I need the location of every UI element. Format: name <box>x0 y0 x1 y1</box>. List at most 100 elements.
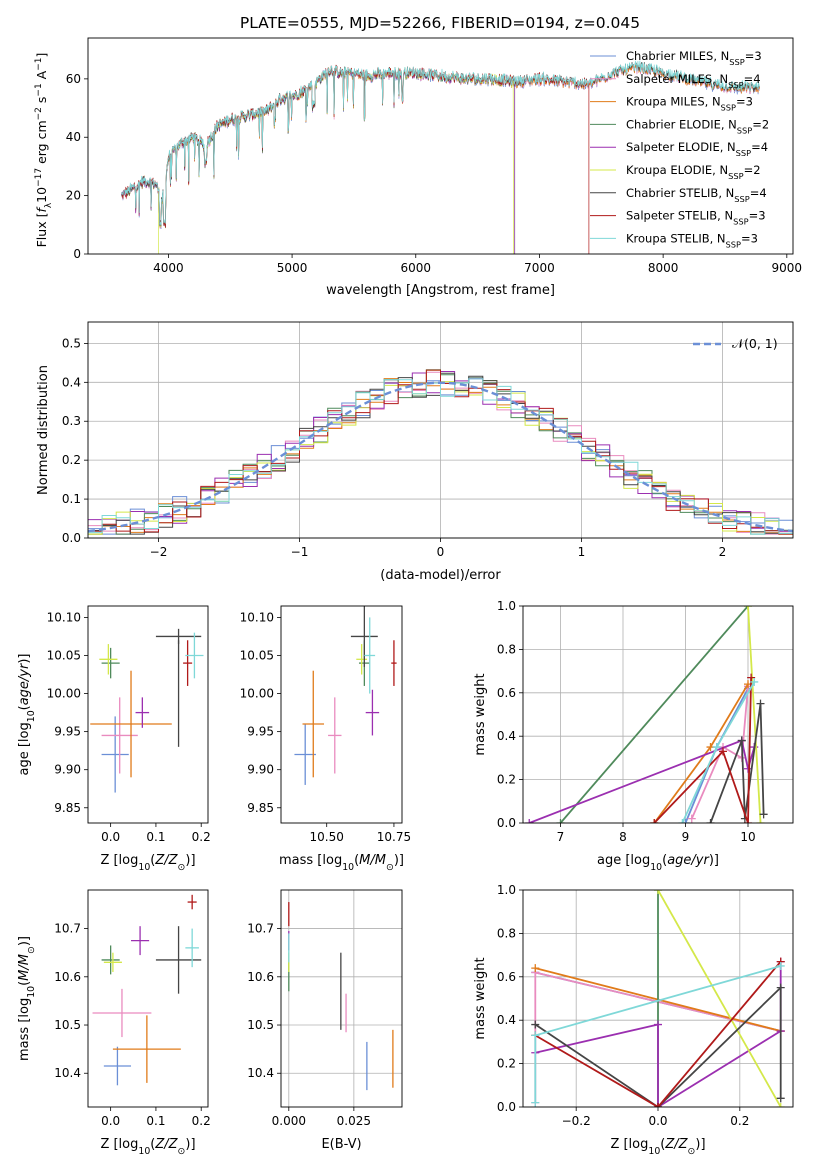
y-tick-label: 0.2 <box>497 1057 516 1071</box>
y-tick-label: 10.5 <box>247 1018 274 1032</box>
x-axis-label: Z [log10(Z/Z⊙)] <box>610 1137 705 1157</box>
x-tick-label: 0.0 <box>648 1114 667 1128</box>
x-tick-label: 4000 <box>153 261 184 275</box>
y-tick-label: 10.10 <box>240 610 274 624</box>
mass-vs-Z-panel: 0.0 0.1 0.2 10.4 10.5 10.6 10.7 Z [log10(Z/Z⊙)]… <box>17 889 211 1157</box>
x-axis-label: wavelength [Angstrom, rest frame] <box>326 283 555 298</box>
legend-entry: 𝒩(0, 1) <box>732 336 778 351</box>
axes-frame <box>280 605 403 824</box>
y-tick-label: 10.7 <box>247 922 274 936</box>
y-tick-label: 9.85 <box>247 801 274 815</box>
y-tick-label: 0.0 <box>62 531 81 545</box>
y-tick-label: 9.95 <box>54 725 81 739</box>
data-marker <box>744 764 752 773</box>
y-tick-label: 0.4 <box>62 375 81 389</box>
y-tick-label: 9.90 <box>247 763 274 777</box>
y-tick-label: 10.05 <box>240 648 274 662</box>
data-marker <box>531 1031 540 1040</box>
y-tick-label: 10.4 <box>247 1066 274 1080</box>
y-axis-label: Normed distribution <box>36 365 51 495</box>
mass-vs-ebv-panel: 0.000 0.025 10.4 10.5 10.6 10.7 E(B-V) <box>247 889 403 1152</box>
y-tick-label: 0.8 <box>497 642 516 656</box>
y-tick-label: 10.00 <box>240 687 274 701</box>
y-tick-label: 10.05 <box>47 648 81 662</box>
data-marker <box>531 1098 540 1107</box>
x-tick-label: 0.0 <box>101 830 120 844</box>
x-tick-label: 7 <box>557 830 565 844</box>
series-line <box>534 961 782 1107</box>
data-marker <box>650 819 659 823</box>
spectrum-line <box>121 65 516 254</box>
x-tick-label: −0.2 <box>562 1114 591 1128</box>
y-tick-label: 1.0 <box>497 883 516 897</box>
data-marker <box>737 736 746 745</box>
y-tick-label: 0 <box>73 247 81 261</box>
x-tick-label: 8000 <box>648 261 679 275</box>
legend-entry: Kroupa MILES, NSSP=3 <box>626 95 753 113</box>
y-tick-label: 0.8 <box>497 926 516 940</box>
data-marker <box>776 961 785 970</box>
x-axis-label: (data-model)/error <box>380 568 501 583</box>
y-tick-label: 10.00 <box>47 687 81 701</box>
legend-entry: Kroupa ELODIE, NSSP=2 <box>626 163 761 181</box>
y-tick-label: 10.10 <box>47 610 81 624</box>
series-line <box>653 677 752 823</box>
y-tick-label: 0.3 <box>62 414 81 428</box>
y-axis-label: Flux [fλ10−17 erg cm−2 s−1 A−1] <box>34 53 54 248</box>
legend-entry: Chabrier ELODIE, NSSP=2 <box>626 117 769 135</box>
data-marker <box>750 677 759 686</box>
x-tick-label: 0.000 <box>272 1114 306 1128</box>
spectrum-line <box>121 60 760 226</box>
legend-entry: Salpeter STELIB, NSSP=3 <box>626 209 766 227</box>
y-tick-label: 0.6 <box>497 686 516 700</box>
axes-frame <box>87 321 794 539</box>
data-marker <box>654 1020 662 1029</box>
legend-entry: Salpeter MILES, NSSP=4 <box>626 72 761 90</box>
data-marker <box>759 810 768 819</box>
x-tick-label: 0.2 <box>192 830 211 844</box>
legend-entry: Chabrier STELIB, NSSP=4 <box>626 186 767 204</box>
data-marker <box>712 743 721 752</box>
data-marker <box>719 747 727 756</box>
y-tick-label: 9.95 <box>247 725 274 739</box>
x-tick-label: 6000 <box>400 261 431 275</box>
series-line <box>528 739 756 823</box>
data-marker <box>678 819 687 823</box>
series-line <box>559 606 749 823</box>
y-tick-label: 10.7 <box>54 922 81 936</box>
y-tick-label: 0.6 <box>497 970 516 984</box>
series-line <box>657 890 782 1107</box>
data-marker <box>756 819 765 823</box>
data-marker <box>531 964 540 973</box>
data-marker <box>654 1103 662 1107</box>
y-tick-label: 40 <box>66 130 81 144</box>
x-tick-label: −1 <box>291 545 309 559</box>
spectrum-line <box>121 64 590 254</box>
x-tick-label: 0.1 <box>146 1114 165 1128</box>
y-tick-label: 10.6 <box>54 970 81 984</box>
y-tick-label: 0.4 <box>497 1013 516 1027</box>
y-tick-label: 0.1 <box>62 492 81 506</box>
y-tick-label: 10.5 <box>54 1018 81 1032</box>
data-marker <box>525 819 534 823</box>
axes-frame <box>522 889 794 1108</box>
legend-entry: Kroupa STELIB, NSSP=3 <box>626 231 758 249</box>
x-axis-label: Z [log10(Z/Z⊙)] <box>100 1137 195 1157</box>
y-axis-label: mass weight <box>473 673 488 755</box>
x-tick-label: 9 <box>682 830 690 844</box>
series-line <box>747 606 762 823</box>
data-marker <box>776 1103 785 1107</box>
series-line <box>534 985 782 1107</box>
data-marker <box>744 819 752 823</box>
y-axis-label: mass weight <box>473 957 488 1039</box>
data-marker <box>747 673 756 682</box>
axes-frame <box>87 605 209 824</box>
data-marker <box>776 1094 785 1103</box>
data-marker <box>556 819 565 823</box>
y-tick-label: 0.0 <box>497 1100 516 1114</box>
y-tick-label: 9.85 <box>54 801 81 815</box>
series-line <box>690 686 749 820</box>
y-axis-label: mass [log10(M/M⊙)] <box>17 936 37 1061</box>
x-axis-label: E(B-V) <box>321 1137 361 1152</box>
data-marker <box>681 819 690 823</box>
